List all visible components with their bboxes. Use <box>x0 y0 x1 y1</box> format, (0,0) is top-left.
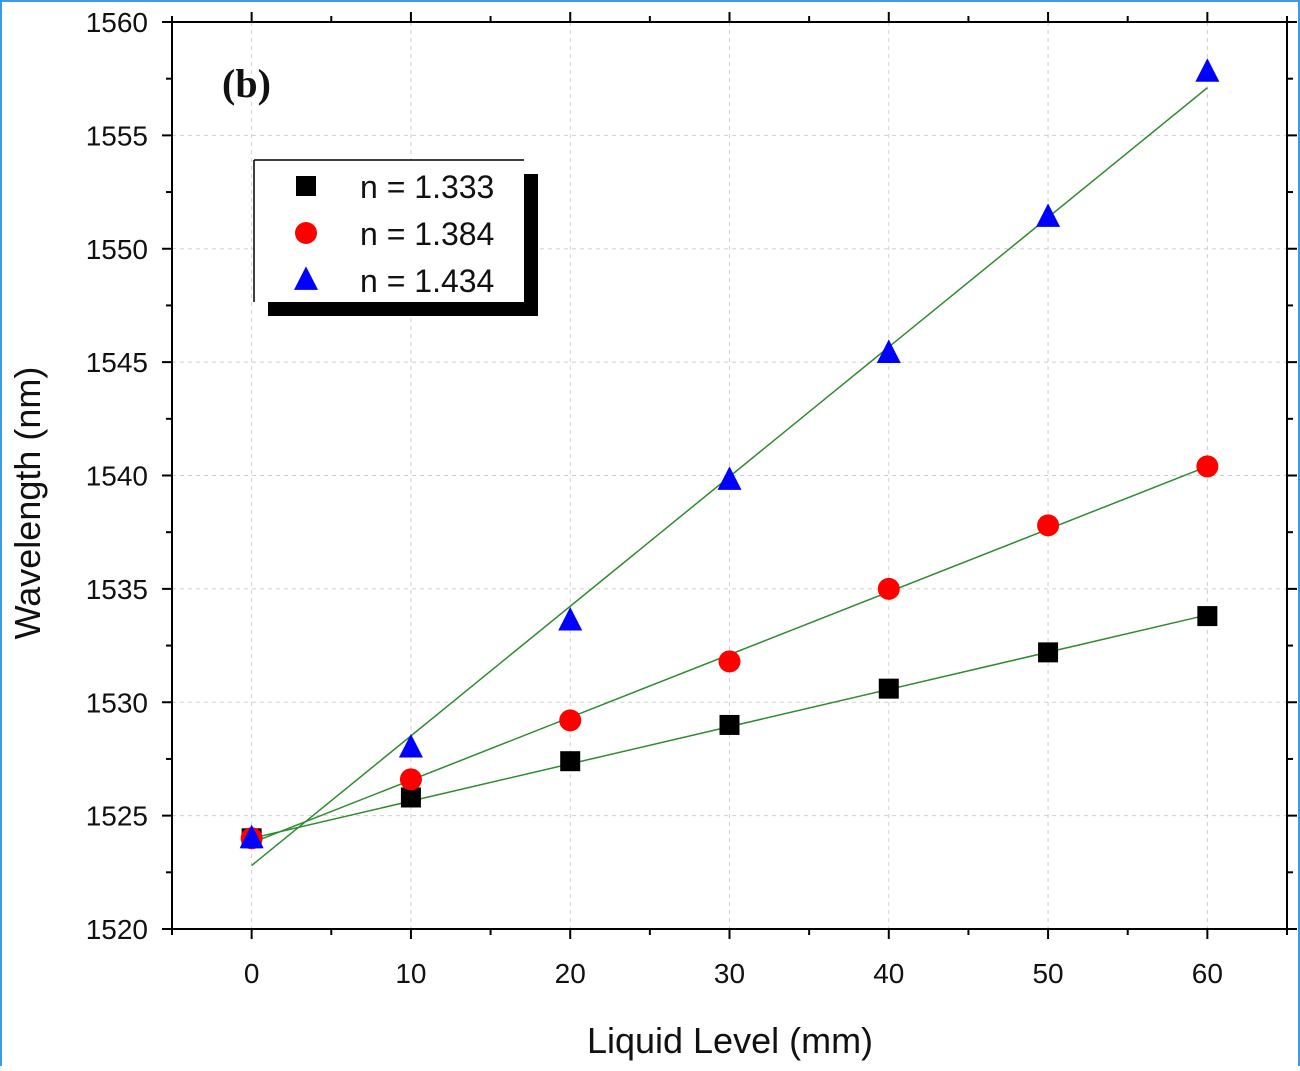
data-point-series-2 <box>1037 514 1060 537</box>
y-tick-label: 1535 <box>86 574 148 605</box>
data-point-series-2 <box>559 709 582 732</box>
data-point-series-3 <box>876 339 901 363</box>
data-point-series-1 <box>878 678 899 699</box>
data-point-series-1 <box>1197 606 1218 627</box>
data-point-series-2 <box>718 650 741 673</box>
data-point-series-2 <box>877 577 900 600</box>
data-point-series-3 <box>1036 203 1061 227</box>
y-tick-label: 1520 <box>86 914 148 945</box>
x-tick-label: 30 <box>714 958 745 989</box>
data-point-series-1 <box>560 751 581 772</box>
legend-label-series-1: n = 1.333 <box>360 169 494 205</box>
legend: n = 1.333 n = 1.384 n = 1.434 <box>253 159 538 316</box>
data-point-series-2 <box>399 768 422 791</box>
legend-marker-series-3 <box>294 266 318 290</box>
x-tick-label: 60 <box>1192 958 1223 989</box>
x-tick-label: 20 <box>555 958 586 989</box>
legend-items: n = 1.333 n = 1.384 n = 1.434 <box>294 169 494 299</box>
x-tick-label: 40 <box>873 958 904 989</box>
markers-layer <box>239 58 1220 850</box>
data-point-series-3 <box>717 466 742 490</box>
y-axis-title: Wavelength (nm) <box>7 367 48 640</box>
legend-label-series-3: n = 1.434 <box>360 263 494 299</box>
legend-marker-series-2 <box>295 222 317 244</box>
y-tick-label: 1530 <box>86 687 148 718</box>
y-tick-label: 1540 <box>86 461 148 492</box>
data-point-series-2 <box>1196 455 1219 478</box>
data-point-series-3 <box>1195 58 1220 82</box>
ticks-layer: 0 10 20 30 40 50 60 1520 1525 1530 1535 1540 1545 155… <box>86 7 1297 989</box>
data-point-series-1 <box>719 714 740 735</box>
data-point-series-3 <box>558 606 583 631</box>
legend-marker-series-1 <box>296 176 316 196</box>
data-point-series-3 <box>239 824 264 849</box>
legend-label-series-2: n = 1.384 <box>360 216 494 252</box>
x-tick-label: 50 <box>1032 958 1063 989</box>
panel-label: (b) <box>222 61 271 106</box>
y-tick-label: 1555 <box>86 120 148 151</box>
data-point-series-1 <box>400 787 421 808</box>
y-tick-label: 1545 <box>86 347 148 378</box>
x-tick-label: 0 <box>244 958 260 989</box>
data-point-series-3 <box>398 733 423 758</box>
y-tick-label: 1550 <box>86 234 148 265</box>
x-axis-title: Liquid Level (mm) <box>587 1020 873 1061</box>
data-point-series-1 <box>1038 642 1059 663</box>
y-tick-label: 1525 <box>86 801 148 832</box>
y-tick-label: 1560 <box>86 7 148 38</box>
x-tick-label: 10 <box>395 958 426 989</box>
